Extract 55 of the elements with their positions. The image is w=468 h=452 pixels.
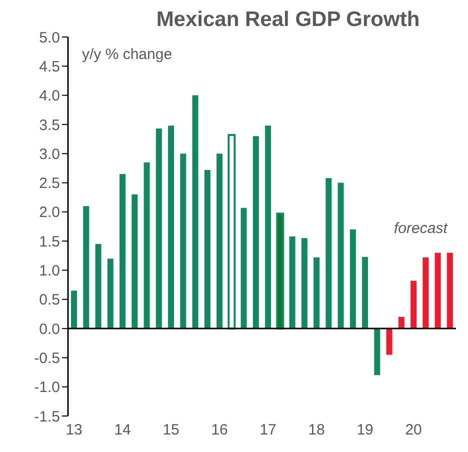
y-tick-label: 0.5 (39, 292, 60, 309)
bar (289, 236, 296, 329)
bar (168, 126, 174, 329)
bar (71, 290, 78, 329)
bar (192, 95, 198, 329)
chart-title: Mexican Real GDP Growth (156, 8, 420, 31)
y-tick-label: 2.5 (39, 175, 60, 192)
bar (338, 182, 344, 329)
x-tick-label: 13 (66, 422, 82, 439)
bar (120, 174, 126, 329)
bar (252, 136, 259, 329)
bar (204, 170, 210, 329)
x-tick-label: 20 (405, 422, 422, 439)
x-tick-label: 14 (114, 422, 131, 439)
bar (156, 128, 162, 329)
bar (265, 126, 272, 329)
bar (374, 328, 380, 376)
bar (350, 229, 356, 329)
y-tick-label: 3.5 (39, 116, 60, 134)
y-tick-label: 2.0 (39, 204, 60, 222)
y-tick-label: 3.0 (39, 146, 60, 163)
bar (144, 162, 150, 329)
bar (301, 238, 308, 329)
y-tick-label: 4.0 (39, 88, 60, 105)
bar (326, 178, 332, 329)
y-tick-label: 4.5 (39, 58, 60, 76)
x-tick-label: 19 (356, 422, 374, 439)
y-tick-label: -0.5 (34, 350, 60, 368)
x-tick-label: 18 (308, 422, 325, 439)
bar (83, 206, 90, 329)
bar (132, 194, 138, 329)
y-tick-label: 0.0 (39, 320, 60, 338)
bar (95, 244, 102, 329)
x-tick-label: 15 (162, 422, 180, 439)
bar (314, 257, 320, 329)
bar (410, 280, 417, 329)
bar (216, 154, 223, 329)
bar (386, 328, 392, 355)
y-tick-label: -1.5 (34, 408, 60, 426)
annotation: forecast (394, 220, 448, 237)
bar (240, 208, 247, 329)
y-tick-label: 1.0 (39, 262, 60, 280)
bar (362, 256, 368, 329)
x-tick-label: 16 (211, 422, 228, 439)
y-tick-label: 5.0 (39, 29, 60, 46)
y-tick-label: 1.5 (39, 233, 60, 250)
bar (422, 257, 429, 329)
bar (107, 258, 114, 329)
x-tick-label: 17 (260, 422, 276, 439)
bar (398, 316, 404, 329)
bar (446, 252, 453, 329)
y-tick-label: -1.0 (34, 379, 60, 396)
annotation: y/y % change (82, 46, 172, 63)
bar (434, 252, 441, 329)
bar (180, 154, 186, 329)
